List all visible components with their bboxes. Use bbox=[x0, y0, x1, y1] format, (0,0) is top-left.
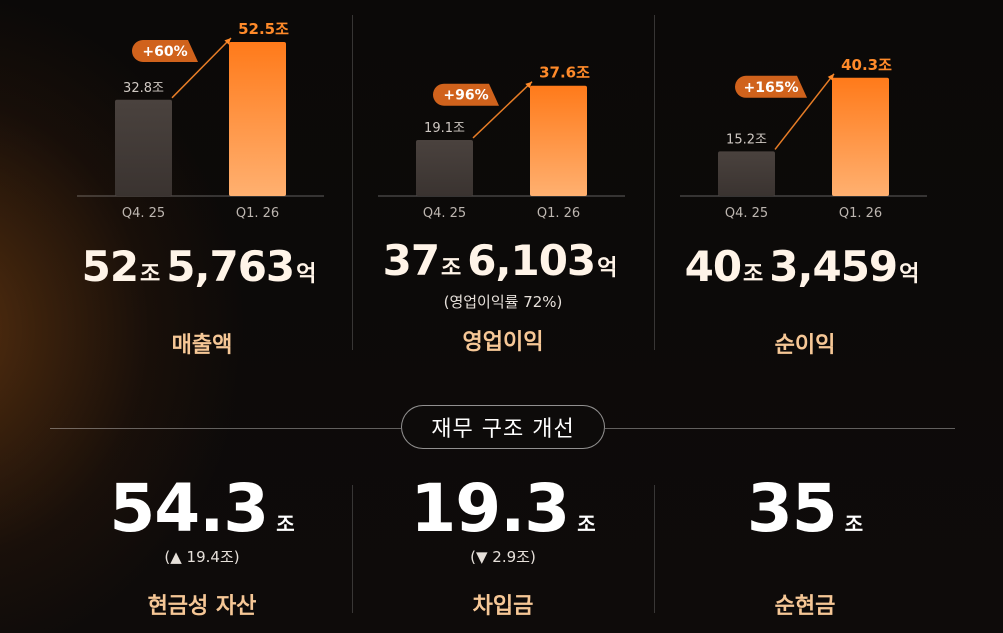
cash-assets-note: (▲ 19.4조) bbox=[164, 548, 240, 566]
net-income-bar-0 bbox=[718, 151, 775, 196]
revenue-panel: 32.8조 Q4. 25 52.5조 Q1. 26 +60% 52조 5,763억 매출액 bbox=[52, 0, 352, 360]
operating-profit-value-label-1: 37.6조 bbox=[539, 64, 590, 82]
cash-assets-unit: 조 bbox=[276, 512, 295, 536]
divider-bottom-1 bbox=[352, 485, 353, 613]
net-income-tick-label-1: Q1. 26 bbox=[839, 206, 882, 221]
revenue-value-label-1: 52.5조 bbox=[238, 20, 289, 38]
net-income-chart: 15.2조 Q4. 25 40.3조 Q1. 26 +165% bbox=[680, 56, 927, 221]
revenue-growth-label: +60% bbox=[142, 44, 187, 60]
net-income-value-label-0: 15.2조 bbox=[726, 132, 767, 147]
revenue-bar-0 bbox=[115, 99, 172, 196]
net-cash-value: 35 bbox=[746, 470, 838, 547]
operating-profit-label: 영업이익 bbox=[462, 330, 544, 355]
net-cash-value-row: 35 조 bbox=[655, 470, 955, 547]
net-income-total: 40조 3,459억 bbox=[655, 242, 955, 291]
revenue-total-eok-unit: 억 bbox=[296, 262, 317, 287]
operating-profit-growth-arrow bbox=[472, 81, 533, 139]
net-cash-unit: 조 bbox=[844, 512, 864, 536]
cash-assets-label: 현금성 자산 bbox=[147, 594, 257, 619]
net-income-total-eok-unit: 억 bbox=[899, 262, 920, 287]
divider-top-1 bbox=[352, 15, 353, 350]
operating-profit-note: (영업이익률 72%) bbox=[443, 293, 563, 311]
borrowings-unit: 조 bbox=[577, 512, 596, 536]
operating-profit-panel: 19.1조 Q4. 25 37.6조 Q1. 26 +96% 37조 6,103억 (영업… bbox=[353, 0, 653, 360]
revenue-bar-1 bbox=[229, 42, 286, 196]
borrowings-label: 차입금 bbox=[472, 594, 534, 619]
net-cash-label: 순현금 bbox=[774, 594, 836, 619]
revenue-total-jo: 52 bbox=[81, 242, 139, 291]
operating-profit-bar-1 bbox=[530, 85, 587, 196]
revenue-growth-arrowhead bbox=[224, 38, 231, 45]
revenue-total: 52조 5,763억 bbox=[52, 242, 352, 291]
net-income-growth-pill bbox=[735, 75, 807, 98]
revenue-label: 매출액 bbox=[171, 333, 233, 358]
divider-bottom-2 bbox=[654, 485, 655, 613]
net-income-total-jo: 40 bbox=[684, 242, 742, 291]
borrowings-note: (▼ 2.9조) bbox=[470, 548, 536, 566]
revenue-tick-label-1: Q1. 26 bbox=[236, 206, 279, 221]
divider-top-2 bbox=[654, 15, 655, 350]
section-title: 재무 구조 개선 bbox=[431, 417, 575, 442]
operating-profit-tick-label-0: Q4. 25 bbox=[423, 206, 466, 221]
net-income-label: 순이익 bbox=[774, 333, 836, 358]
net-income-value-label-1: 40.3조 bbox=[841, 56, 892, 74]
operating-profit-total: 37조 6,103억 bbox=[353, 236, 653, 285]
cash-assets-panel: 54.3 조 (▲ 19.4조) 현금성 자산 bbox=[52, 470, 352, 630]
revenue-total-jo-unit: 조 bbox=[140, 262, 161, 287]
revenue-growth-arrow bbox=[171, 37, 232, 99]
section-title-pill: 재무 구조 개선 bbox=[401, 405, 605, 449]
revenue-value-label-0: 32.8조 bbox=[123, 81, 164, 96]
borrowings-value: 19.3 bbox=[410, 470, 570, 547]
net-cash-panel: 35 조 순현금 bbox=[655, 470, 955, 630]
net-income-growth-label: +165% bbox=[744, 80, 799, 96]
net-income-growth-arrowhead bbox=[827, 73, 834, 81]
operating-profit-value-label-0: 19.1조 bbox=[424, 121, 465, 136]
net-income-total-jo-unit: 조 bbox=[743, 262, 764, 287]
net-income-panel: 15.2조 Q4. 25 40.3조 Q1. 26 +165% 40조 3,459억 순이… bbox=[655, 0, 955, 360]
operating-profit-total-eok-unit: 억 bbox=[597, 256, 618, 281]
operating-profit-total-jo-unit: 조 bbox=[441, 256, 462, 281]
revenue-tick-label-0: Q4. 25 bbox=[122, 206, 165, 221]
operating-profit-chart: 19.1조 Q4. 25 37.6조 Q1. 26 +96% bbox=[378, 64, 625, 221]
net-income-bar-1 bbox=[832, 77, 889, 196]
revenue-chart: 32.8조 Q4. 25 52.5조 Q1. 26 +60% bbox=[77, 20, 324, 221]
section-line-right bbox=[605, 428, 955, 429]
cash-assets-value: 54.3 bbox=[109, 470, 269, 547]
operating-profit-total-jo: 37 bbox=[382, 236, 440, 285]
operating-profit-tick-label-1: Q1. 26 bbox=[537, 206, 580, 221]
revenue-growth-pill bbox=[132, 40, 198, 62]
cash-assets-value-row: 54.3 조 bbox=[52, 470, 352, 547]
net-income-growth-arrow bbox=[774, 73, 835, 150]
net-income-tick-label-0: Q4. 25 bbox=[725, 206, 768, 221]
borrowings-panel: 19.3 조 (▼ 2.9조) 차입금 bbox=[353, 470, 653, 630]
operating-profit-growth-label: +96% bbox=[443, 88, 488, 104]
operating-profit-growth-arrowhead bbox=[525, 81, 532, 89]
operating-profit-total-eok: 6,103 bbox=[467, 236, 596, 285]
operating-profit-bar-0 bbox=[416, 139, 473, 196]
revenue-total-eok: 5,763 bbox=[166, 242, 295, 291]
operating-profit-growth-pill bbox=[433, 83, 499, 106]
section-line-left bbox=[50, 428, 401, 429]
borrowings-value-row: 19.3 조 bbox=[353, 470, 653, 547]
net-income-total-eok: 3,459 bbox=[769, 242, 898, 291]
